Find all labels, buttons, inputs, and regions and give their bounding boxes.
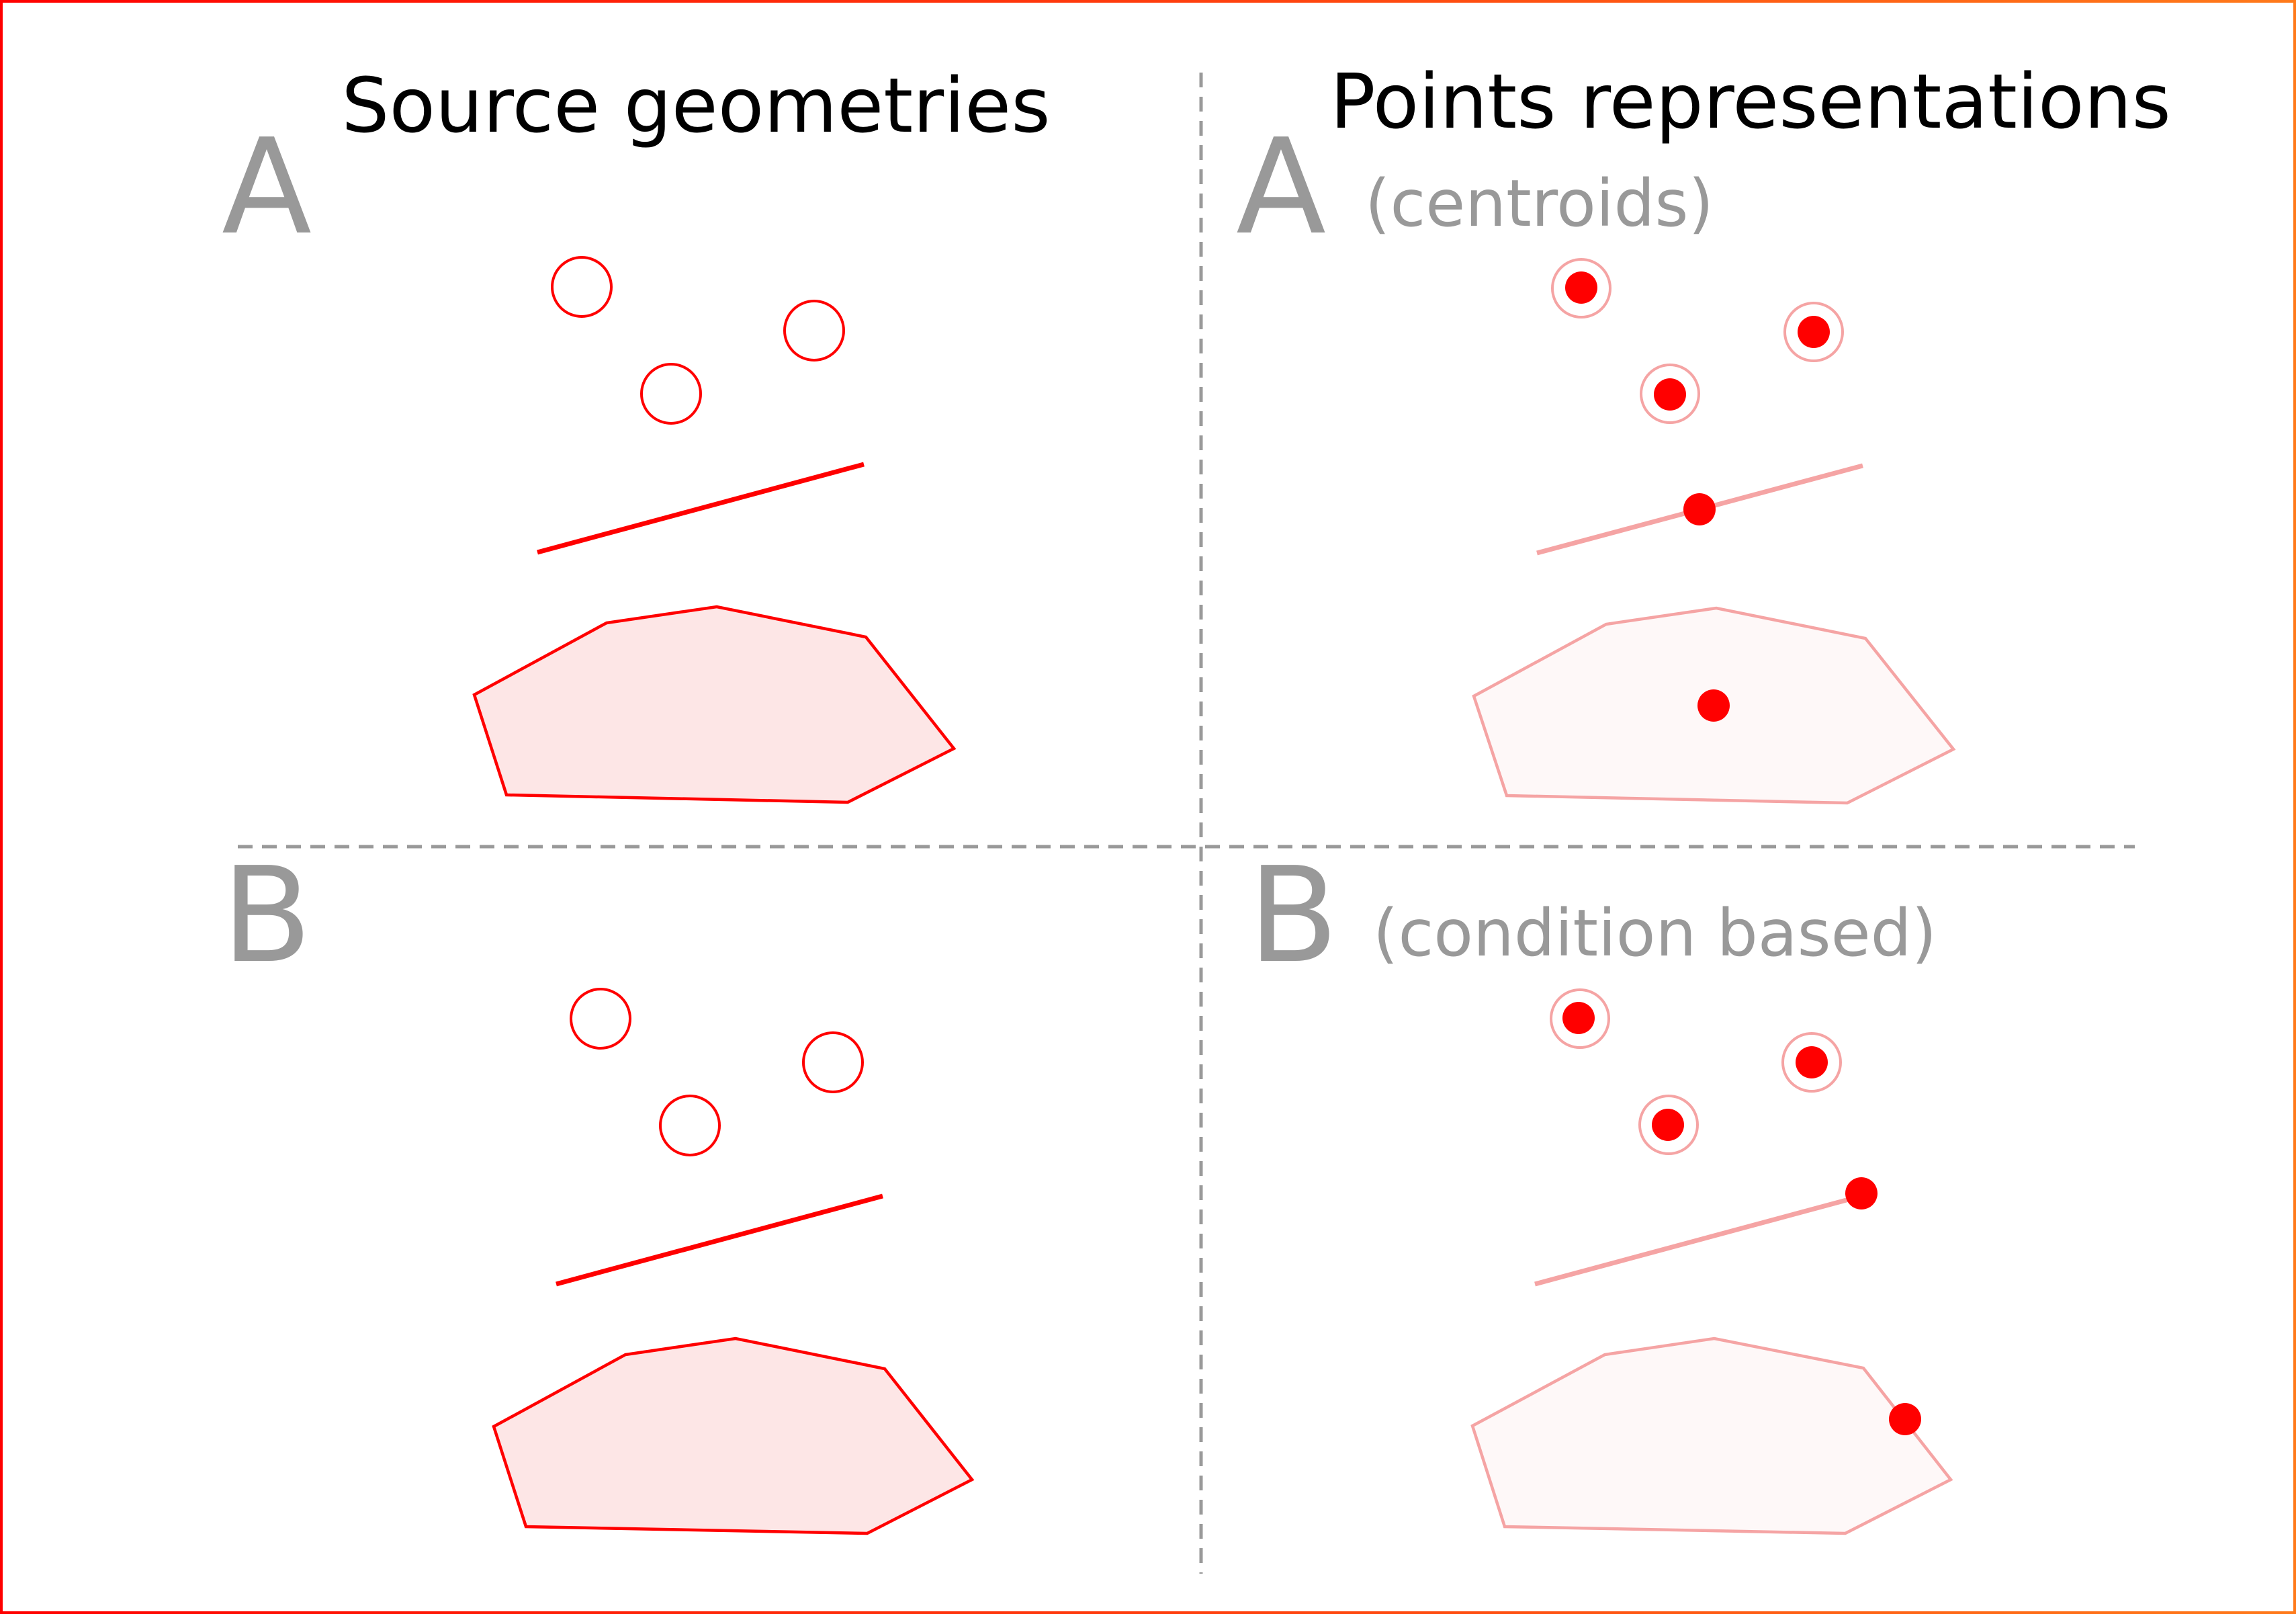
centroid-point — [1798, 316, 1830, 348]
source-line — [537, 462, 865, 555]
source-polygon — [472, 605, 957, 804]
centroid-point — [1654, 378, 1686, 411]
condition-point — [1889, 1403, 1921, 1435]
centroid-point — [1683, 493, 1716, 525]
source-circle — [659, 1095, 721, 1156]
centroid-representations-a — [1472, 258, 1956, 805]
condition-point — [1796, 1046, 1828, 1078]
source-geometries-b — [492, 988, 975, 1535]
condition-point — [1652, 1109, 1684, 1141]
faded-line — [1534, 1193, 1862, 1287]
panel-letter-bottom-left: B — [222, 839, 312, 992]
source-circle — [640, 363, 702, 425]
centroid-point — [1697, 689, 1730, 722]
panel-letter-top-left: A — [222, 111, 312, 264]
source-circle — [783, 300, 845, 362]
source-circle — [570, 988, 631, 1050]
heading-points-representations: Points representations — [1330, 58, 2171, 146]
source-line — [556, 1193, 883, 1287]
condition-point — [1562, 1002, 1595, 1034]
source-circle — [802, 1031, 864, 1093]
panel-letter-bottom-right: B — [1248, 839, 1338, 992]
heading-source-geometries: Source geometries — [341, 62, 1050, 150]
source-polygon — [492, 1336, 975, 1535]
panel-caption-centroids: (centroids) — [1365, 166, 1714, 241]
source-circle — [551, 256, 613, 318]
faded-polygon — [1470, 1336, 1953, 1535]
panel-letter-top-right: A — [1236, 111, 1326, 264]
panel-caption-condition-based: (condition based) — [1373, 896, 1937, 971]
centroid-point — [1565, 271, 1597, 304]
source-geometries-a — [472, 256, 957, 804]
condition-based-representations-b — [1470, 988, 1953, 1535]
condition-point — [1845, 1177, 1878, 1209]
